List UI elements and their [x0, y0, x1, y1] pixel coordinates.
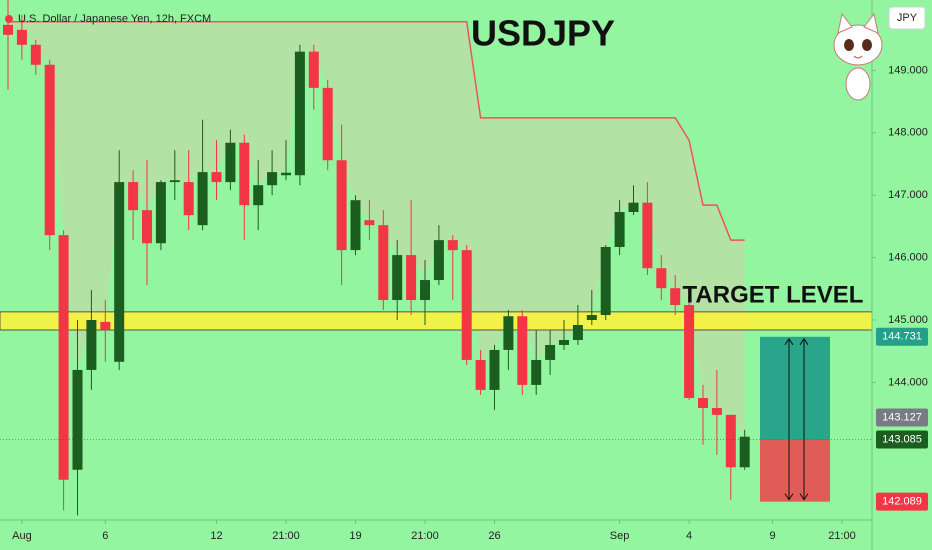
- price-tag: [876, 327, 928, 346]
- candle-body: [239, 142, 250, 206]
- candle-body: [336, 160, 347, 251]
- x-tick-label: Aug: [12, 530, 32, 542]
- indicator-line: [8, 20, 745, 241]
- candle-body: [711, 407, 722, 415]
- symbol-legend: U.S. Dollar / Japanese Yen, 12h, FXCM: [18, 13, 211, 25]
- candle-body: [16, 29, 27, 45]
- candle-body: [642, 202, 653, 269]
- candle-body: [72, 369, 83, 470]
- candle-body: [545, 344, 556, 360]
- candle-body: [364, 220, 375, 226]
- x-tick-label: 6: [102, 530, 108, 542]
- candle-body: [586, 315, 597, 320]
- x-tick-label: 12: [210, 530, 222, 542]
- candle-body: [614, 212, 625, 247]
- candle-body: [44, 64, 55, 236]
- y-tick-label: 146.000: [888, 252, 928, 264]
- x-tick-label: 21:00: [272, 530, 300, 542]
- x-tick-label: 26: [488, 530, 500, 542]
- candle-body: [183, 182, 194, 216]
- arrow-head: [784, 337, 794, 501]
- candle-body: [114, 182, 125, 362]
- candle-body: [447, 240, 458, 251]
- target-box: [760, 336, 830, 440]
- candle-body: [322, 87, 333, 161]
- candle-body: [392, 255, 403, 301]
- candle-body: [267, 172, 278, 186]
- candle-body: [350, 200, 361, 251]
- candle-body: [308, 51, 319, 88]
- candle-body: [58, 235, 69, 480]
- y-tick-label: 148.000: [888, 127, 928, 139]
- y-tick-label: 144.000: [888, 376, 928, 388]
- candle-body: [503, 316, 514, 350]
- candle-body: [378, 225, 389, 301]
- candle-body: [294, 51, 305, 176]
- candle-body: [559, 339, 569, 345]
- x-tick-label: 21:00: [828, 530, 856, 542]
- candle-body: [628, 202, 639, 213]
- price-tag: [876, 408, 928, 427]
- candle-body: [142, 210, 152, 244]
- cat-icon: [833, 12, 883, 101]
- candle-body: [489, 349, 500, 390]
- price-tag-label: 144.731: [882, 331, 922, 343]
- candle-body: [600, 246, 611, 316]
- candle-body: [100, 321, 111, 330]
- legend-dot: [5, 15, 13, 23]
- price-tag: [876, 430, 928, 449]
- y-tick-label: 149.000: [888, 64, 928, 76]
- x-tick-label: 19: [349, 530, 361, 542]
- candle-body: [461, 250, 472, 360]
- price-tag: [876, 492, 928, 511]
- currency-box[interactable]: [888, 6, 926, 30]
- price-tag-label: 142.089: [882, 496, 922, 508]
- candle-body: [211, 172, 222, 183]
- x-tick-label: 9: [769, 530, 775, 542]
- candle-body: [86, 320, 97, 370]
- candle-body: [739, 436, 750, 468]
- x-tick-label: Sep: [610, 530, 630, 542]
- candle-body: [420, 280, 430, 301]
- candle-body: [517, 316, 528, 385]
- target-zone: [0, 311, 873, 331]
- x-tick-label: 21:00: [411, 530, 439, 542]
- candle-body: [197, 172, 208, 226]
- chart-title: USDJPY: [471, 13, 615, 54]
- indicator-fill: [8, 21, 745, 437]
- candle-body: [531, 359, 542, 385]
- candle-body: [433, 240, 444, 281]
- target-level-label: TARGET LEVEL: [683, 281, 864, 308]
- price-tag-label: 143.085: [882, 433, 922, 445]
- candle-body: [128, 182, 139, 211]
- candle-body: [656, 268, 667, 289]
- candle-body: [169, 180, 180, 183]
- y-tick-label: 147.000: [888, 189, 928, 201]
- stop-box: [760, 439, 830, 502]
- candle-body: [698, 398, 708, 408]
- plot-area: [0, 0, 873, 516]
- arrow-head: [799, 337, 809, 501]
- currency-label: JPY: [897, 12, 918, 24]
- price-tag-label: 143.127: [882, 411, 922, 423]
- x-tick-label: 4: [686, 530, 692, 542]
- candle-body: [225, 142, 236, 183]
- candle-body: [572, 324, 583, 340]
- candle-body: [3, 24, 13, 35]
- candle-body: [281, 172, 291, 176]
- candle-body: [684, 305, 695, 399]
- candle-body: [475, 359, 486, 390]
- y-tick-label: 145.000: [888, 314, 928, 326]
- candle-body: [670, 288, 681, 306]
- candle-body: [155, 182, 166, 244]
- candle-body: [725, 414, 736, 468]
- candle-body: [253, 185, 264, 206]
- candle-body: [406, 255, 417, 301]
- candle-body: [30, 44, 41, 65]
